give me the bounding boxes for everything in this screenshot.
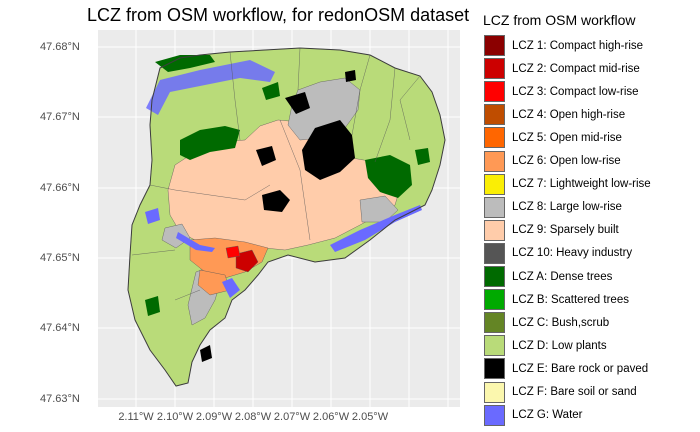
legend-label: LCZ A: Dense trees xyxy=(512,270,613,283)
legend-label: LCZ 4: Open high-rise xyxy=(512,108,626,121)
x-tick-label: 2.06°W xyxy=(312,411,350,423)
zone-paved-6 xyxy=(200,345,212,362)
legend-item: LCZ 7: Lightweight low-rise xyxy=(484,173,651,195)
legend-label: LCZ B: Scattered trees xyxy=(512,293,629,306)
y-tick-label: 47.66°N xyxy=(40,182,80,194)
legend-label: LCZ 3: Compact low-rise xyxy=(512,85,639,98)
legend-swatch xyxy=(484,219,505,241)
legend-label: LCZ C: Bush,scrub xyxy=(512,316,610,329)
y-tick-label: 47.63°N xyxy=(40,393,80,405)
zone-water-river xyxy=(146,60,275,115)
zone-paved-4 xyxy=(256,146,276,166)
legend-item: LCZ 3: Compact low-rise xyxy=(484,81,639,103)
legend-swatch xyxy=(484,150,505,172)
legend-item: LCZ A: Dense trees xyxy=(484,266,612,287)
zone-dense-trees-e2 xyxy=(415,148,430,165)
legend-item: LCZ F: Bare soil or sand xyxy=(484,381,637,403)
legend-item: LCZ 9: Sparsely built xyxy=(484,219,619,241)
legend-item: LCZ D: Low plants xyxy=(484,335,607,357)
zone-paved-3 xyxy=(285,92,310,114)
zone-dense-trees-s xyxy=(145,296,160,316)
x-tick-label: 2.09°W xyxy=(195,411,233,423)
x-tick-label: 2.07°W xyxy=(273,411,311,423)
zone-water-east xyxy=(330,205,422,252)
legend-swatch xyxy=(484,81,505,103)
parcel-lines xyxy=(131,47,421,301)
legend-swatch xyxy=(484,173,505,195)
legend-swatch xyxy=(484,127,505,149)
zone-dense-trees-north xyxy=(155,55,215,72)
legend-swatch xyxy=(484,381,505,403)
legend-item: LCZ 2: Compact mid-rise xyxy=(484,58,640,80)
legend-item: LCZ 10: Heavy industry xyxy=(484,242,633,264)
legend-item: LCZ C: Bush,scrub xyxy=(484,312,610,334)
legend-item: LCZ 8: Large low-rise xyxy=(484,196,622,218)
zone-water-west xyxy=(145,208,160,224)
legend-label: LCZ G: Water xyxy=(512,409,583,422)
legend-label: LCZ 5: Open mid-rise xyxy=(512,131,622,144)
legend-label: LCZ 1: Compact high-rise xyxy=(512,39,644,52)
legend-swatch xyxy=(484,104,505,126)
legend-swatch xyxy=(484,289,505,311)
legend-swatch xyxy=(484,335,505,357)
legend-label: LCZ 2: Compact mid-rise xyxy=(512,62,640,75)
legend-item: LCZ 5: Open mid-rise xyxy=(484,127,622,149)
legend-item: LCZ B: Scattered trees xyxy=(484,289,629,311)
legend-label: LCZ E: Bare rock or paved xyxy=(512,362,649,375)
zone-dense-trees-west xyxy=(180,126,240,160)
legend-swatch xyxy=(484,312,505,334)
y-tick-label: 47.64°N xyxy=(40,322,80,334)
legend-swatch xyxy=(484,358,505,380)
x-tick-label: 2.08°W xyxy=(234,411,272,423)
legend-swatch xyxy=(484,404,505,426)
zone-dense-trees-east xyxy=(365,155,412,198)
legend-item: LCZ E: Bare rock or paved xyxy=(484,358,649,380)
legend-label: LCZ F: Bare soil or sand xyxy=(512,386,637,398)
legend-item: LCZ 1: Compact high-rise xyxy=(484,35,643,56)
legend-item: LCZ 4: Open high-rise xyxy=(484,104,626,126)
legend-item: LCZ G: Water xyxy=(484,404,583,426)
legend-swatch xyxy=(484,242,505,264)
legend-swatch xyxy=(484,35,505,56)
legend-swatch xyxy=(484,266,505,287)
legend-label: LCZ D: Low plants xyxy=(512,339,607,352)
x-tick-label: 2.11°W xyxy=(118,411,154,423)
x-tick-label: 2.05°W xyxy=(351,411,389,423)
legend-item: LCZ 6: Open low-rise xyxy=(484,150,621,172)
legend-label: LCZ 9: Sparsely built xyxy=(512,224,619,237)
legend-label: LCZ 10: Heavy industry xyxy=(512,247,633,260)
zone-dense-trees-nw xyxy=(262,82,280,100)
zone-water-south xyxy=(222,278,240,298)
legend-swatch xyxy=(484,196,505,218)
legend-title: LCZ from OSM workflow xyxy=(483,12,636,28)
zone-open-lowrise-2 xyxy=(197,269,231,296)
zone-compact-midrise xyxy=(235,249,259,273)
zone-compact-lowrise xyxy=(225,245,241,259)
zone-paved-2 xyxy=(262,190,290,212)
legend-swatch xyxy=(484,58,505,80)
y-tick-label: 47.68°N xyxy=(40,41,80,53)
zone-water-canal xyxy=(176,232,215,252)
legend-label: LCZ 8: Large low-rise xyxy=(512,201,622,214)
zone-paved-1 xyxy=(302,120,355,180)
zone-large-lowrise-east xyxy=(359,195,399,223)
x-tick-label: 2.10°W xyxy=(156,411,194,423)
zone-paved-5 xyxy=(345,70,356,82)
y-tick-label: 47.65°N xyxy=(40,252,80,264)
y-tick-label: 47.67°N xyxy=(40,111,80,123)
legend-label: LCZ 7: Lightweight low-rise xyxy=(512,178,651,191)
legend-label: LCZ 6: Open low-rise xyxy=(512,155,621,167)
map-title: LCZ from OSM workflow, for redonOSM data… xyxy=(87,5,470,25)
